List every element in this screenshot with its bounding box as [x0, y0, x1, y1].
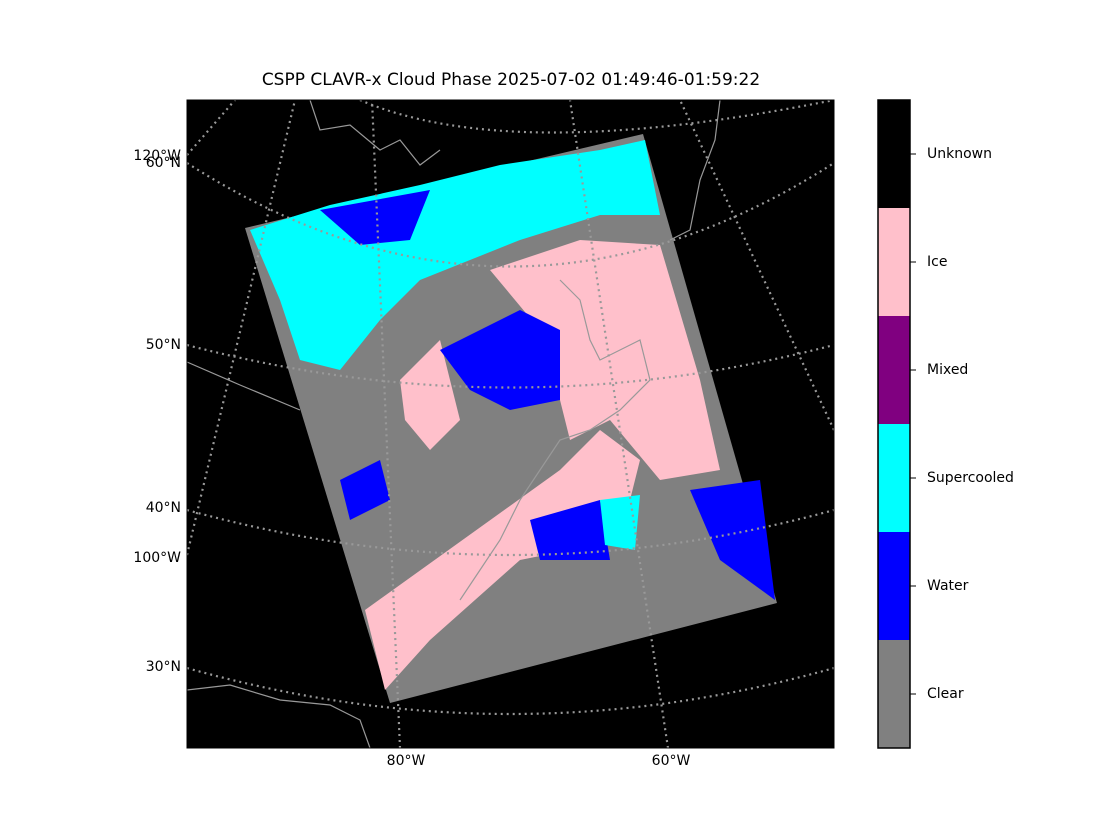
colorbar-frame [877, 99, 911, 749]
lat-label: 40°N [146, 500, 181, 516]
colorbar-label: Ice [927, 254, 947, 270]
colorbar-label: Water [927, 578, 969, 594]
graticule [187, 100, 834, 748]
swath [245, 134, 777, 703]
lon-label: 60°W [652, 753, 691, 769]
colorbar-label: Supercooled [927, 470, 1014, 486]
lon-label: 100°W [133, 550, 181, 566]
coastlines [187, 100, 721, 748]
lon-label: 80°W [387, 753, 426, 769]
colorbar-swatch [878, 640, 910, 748]
map-frame [186, 99, 835, 749]
colorbar-swatch [878, 316, 910, 424]
map [187, 100, 834, 748]
colorbar-swatch [878, 424, 910, 532]
title: CSPP CLAVR-x Cloud Phase 2025-07-02 01:4… [262, 70, 760, 90]
colorbar-swatch [878, 532, 910, 640]
lat-label: 50°N [146, 337, 181, 353]
colorbar-swatch [878, 208, 910, 316]
lat-label: 30°N [146, 659, 181, 675]
colorbar-label: Clear [927, 686, 964, 702]
colorbar-label: Unknown [927, 146, 992, 162]
colorbar-label: Mixed [927, 362, 968, 378]
lat-label: 60°N [146, 155, 181, 171]
lon-label: 120°W [133, 148, 181, 164]
colorbar-swatch [878, 100, 910, 208]
